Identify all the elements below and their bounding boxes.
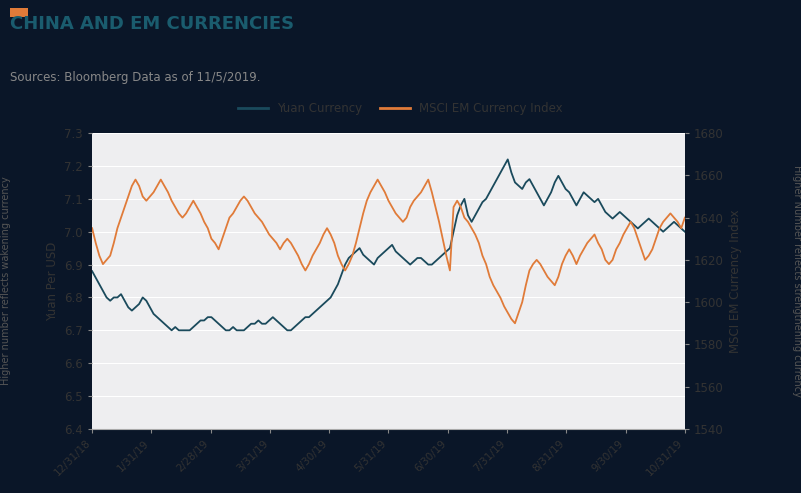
Text: CHINA AND EM CURRENCIES: CHINA AND EM CURRENCIES	[10, 15, 295, 33]
Text: Higher number reflects wakening currency: Higher number reflects wakening currency	[2, 176, 11, 386]
Y-axis label: Yuan Per USD: Yuan Per USD	[46, 241, 58, 321]
Text: Higher Number reflects strengthening currency: Higher Number reflects strengthening cur…	[792, 165, 801, 397]
Text: Sources: Bloomberg Data as of 11/5/2019.: Sources: Bloomberg Data as of 11/5/2019.	[10, 71, 261, 84]
Y-axis label: MSCI EM Currency Index: MSCI EM Currency Index	[730, 209, 743, 353]
Legend: Yuan Currency, MSCI EM Currency Index: Yuan Currency, MSCI EM Currency Index	[234, 97, 567, 119]
